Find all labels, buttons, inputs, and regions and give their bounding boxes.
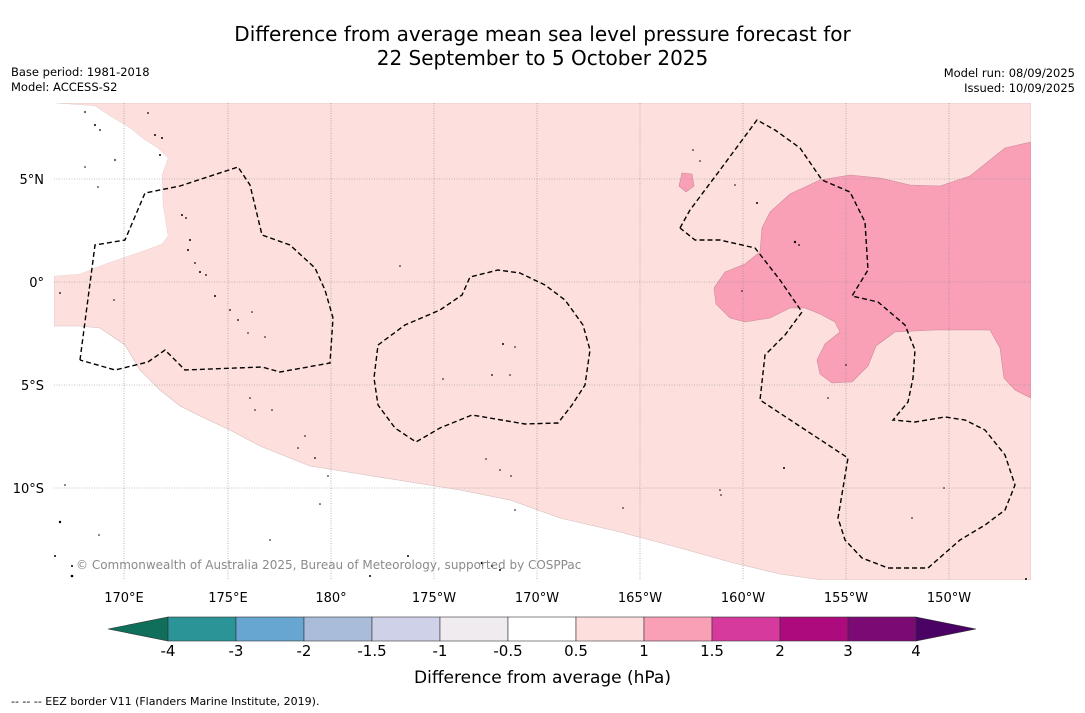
colorbar-bin	[167, 616, 237, 642]
lat-label: 10°S	[13, 482, 44, 497]
lon-label: 175°E	[208, 591, 248, 606]
lat-label: 0°	[29, 276, 44, 291]
lon-label: 170°E	[104, 591, 144, 606]
colorbar-tick-label: -0.5	[493, 642, 523, 660]
anomaly-patch-small	[678, 172, 695, 193]
lat-label: 5°S	[21, 379, 44, 394]
lon-label: 180°	[315, 591, 346, 606]
colorbar-extend-min	[107, 616, 169, 642]
colorbar-title: Difference from average (hPa)	[414, 668, 671, 688]
colorbar-tick-label: 1.5	[700, 642, 724, 660]
title-line-1: Difference from average mean sea level p…	[234, 22, 851, 46]
eez-line-islands	[679, 119, 1016, 569]
colorbar-tick-label: -3	[228, 642, 244, 660]
colorbar-bin	[303, 616, 373, 642]
colorbar-bin	[779, 616, 849, 642]
colorbar-bin	[711, 616, 781, 642]
lon-label: 170°W	[515, 591, 559, 606]
eez-legend-footnote: -- -- -- EEZ border V11 (Flanders Marine…	[11, 695, 320, 708]
colorbar-bin	[643, 616, 713, 642]
lat-axis: 5°N 0° 5°S 10°S	[13, 173, 44, 497]
eez-phoenix	[373, 269, 591, 443]
colorbar-bin	[439, 616, 509, 642]
map-area	[54, 103, 1031, 580]
colorbar	[107, 616, 977, 642]
colorbar-bin	[575, 616, 645, 642]
colorbar-tick-label: -1	[432, 642, 448, 660]
lon-label: 175°W	[412, 591, 456, 606]
colorbar-tick-label: 1	[639, 642, 649, 660]
lon-label: 150°W	[927, 591, 971, 606]
eez-tuvalu	[79, 166, 334, 373]
anomaly-region-dark	[713, 141, 1031, 399]
map-title: Difference from average mean sea level p…	[0, 22, 1085, 70]
colorbar-tick-label: 3	[843, 642, 853, 660]
colorbar-bin	[371, 616, 441, 642]
model-name: Model: ACCESS-S2	[11, 80, 118, 94]
meta-right: Model run: 08/09/2025 Issued: 10/09/2025	[944, 66, 1075, 96]
copyright-text: © Commonwealth of Australia 2025, Bureau…	[76, 558, 582, 572]
colorbar-tick-label: -2	[296, 642, 312, 660]
colorbar-extend-max	[915, 616, 977, 642]
model-run: Model run: 08/09/2025	[943, 66, 1075, 80]
title-line-2: 22 September to 5 October 2025	[376, 46, 709, 70]
meta-left: Base period: 1981-2018 Model: ACCESS-S2	[11, 65, 150, 95]
colorbar-tick-label: -4	[160, 642, 176, 660]
colorbar-bin	[847, 616, 917, 642]
islands	[54, 111, 1027, 580]
lat-label: 5°N	[20, 173, 45, 188]
eez-borders	[79, 119, 1016, 569]
issued-date: Issued: 10/09/2025	[964, 81, 1075, 95]
lon-label: 165°W	[618, 591, 662, 606]
base-period: Base period: 1981-2018	[11, 65, 150, 79]
lon-label: 160°W	[721, 591, 765, 606]
colorbar-tick-label: 2	[775, 642, 785, 660]
lon-axis: 170°E 175°E 180° 175°W 170°W 165°W 160°W…	[104, 591, 971, 606]
lon-label: 155°W	[824, 591, 868, 606]
colorbar-tick-label: 0.5	[564, 642, 588, 660]
colorbar-bin	[507, 616, 577, 642]
colorbar-bin	[235, 616, 305, 642]
colorbar-tick-label: -1.5	[357, 642, 387, 660]
neutral-region-west	[54, 103, 168, 276]
colorbar-tick-label: 4	[911, 642, 921, 660]
